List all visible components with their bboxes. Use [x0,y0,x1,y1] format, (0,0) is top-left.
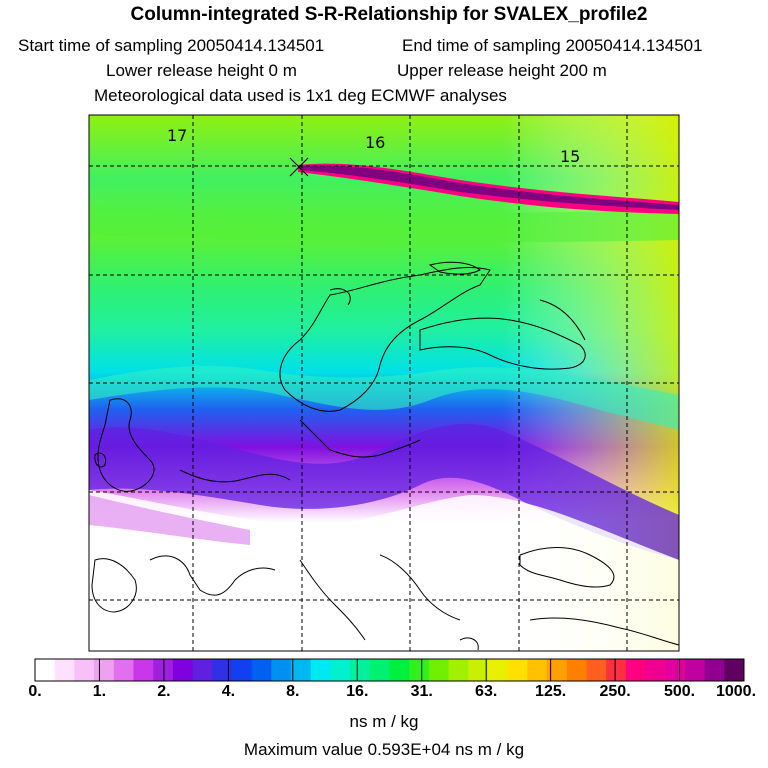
colorbar-tick-label: 250. [599,683,631,700]
colorbar-swatch [606,659,627,681]
colorbar-tick-label: 125. [535,683,567,700]
colorbar-swatch [350,659,371,681]
baltic-coast [299,419,421,458]
colorbar-swatch [133,659,154,681]
colorbar-swatch [389,659,410,681]
colorbar-tick-label: 31. [410,683,433,700]
colorbar-swatch [310,659,331,681]
colorbar-swatch [507,659,528,681]
iberia-coast [91,558,137,613]
release-point-icon [289,157,309,177]
colorbar-swatch [527,659,548,681]
colorbar-swatch [487,659,509,681]
coastlines [91,261,679,651]
colorbar-swatch [271,659,292,681]
greece-coast [459,637,479,651]
colorbar-swatch [330,659,351,681]
map-frame [88,114,680,652]
colorbar-swatch [74,659,95,681]
plume-core [300,165,679,210]
colorbar-swatch [468,659,489,681]
cyan-band [89,365,679,430]
end-time-label: End time of sampling 20050414.134501 [402,36,703,55]
colorbar-tick-label: 1. [92,683,107,700]
colorbar-tick-label: 500. [663,683,696,700]
balkan-coast [379,554,461,621]
colorbar-swatch [35,659,56,681]
track-label-15: 15 [560,147,580,166]
colorbar-tick-label: 63. [475,683,498,700]
lower-release-height-label: Lower release height 0 m [106,61,297,80]
colorbar-swatch [54,659,75,681]
colorbar-swatch [665,659,686,681]
turkey-coast [529,617,679,646]
kola-coast [428,261,481,275]
colorbar-swatch [684,659,706,681]
colorbar-tick-label: 0. [28,683,42,700]
british-isles-coast [97,398,155,492]
white-sea-coast [539,299,586,341]
light-purple-band [89,495,250,545]
colorbar-swatch [369,659,390,681]
colorbar [34,658,745,682]
max-value-label: Maximum value 0.593E+04 ns m / kg [243,740,525,759]
ireland-coast [94,452,107,468]
finland-coast [419,317,586,370]
north-cape-coast [329,288,351,306]
black-sea-coast [519,547,615,588]
colorbar-tick-label: 16. [346,683,369,700]
green-band [89,205,679,243]
colorbar-swatch [212,659,233,681]
colorbar-swatch [192,659,213,681]
colorbar-swatch [625,659,647,681]
colorbar-swatch [428,659,450,681]
met-data-label: Meteorological data used is 1x1 deg ECMW… [94,86,507,105]
colorbar-swatch [645,659,666,681]
colorbar-swatch [291,659,312,681]
france-coast [149,555,276,596]
colorbar-swatch [724,659,745,681]
north-sea-coast [179,469,291,483]
colorbar-swatch [704,659,725,681]
upper-release-height-label: Upper release height 200 m [397,61,607,80]
colorbar-unit: ns m / kg [349,712,419,731]
colorbar-swatch [448,659,469,681]
colorbar-swatch [586,659,607,681]
colorbar-tick-label: 1000. [715,683,757,700]
colorbar-swatch [409,659,430,681]
chart-title: Column-integrated S-R-Relationship for S… [130,4,648,25]
start-time-label: Start time of sampling 20050414.134501 [18,36,325,55]
track-label-17: 17 [167,126,187,145]
colorbar-swatch [172,659,194,681]
colorbar-frame [34,658,745,682]
italy-coast [299,559,366,641]
colorbar-swatch [566,659,587,681]
colorbar-swatch [251,659,272,681]
colorbar-swatch [94,659,115,681]
colorbar-swatch [231,659,253,681]
field-layer [89,115,679,651]
colorbar-tick-label: 8. [286,683,300,700]
colorbar-swatch [153,659,174,681]
track-label-16: 16 [365,133,385,152]
colorbar-swatch [547,659,568,681]
graticule [89,115,679,651]
colorbar-swatch [113,659,134,681]
colorbar-tick-label: 4. [221,683,236,700]
scandinavia-coast [279,267,491,412]
colorbar-tick-label: 2. [157,683,171,700]
